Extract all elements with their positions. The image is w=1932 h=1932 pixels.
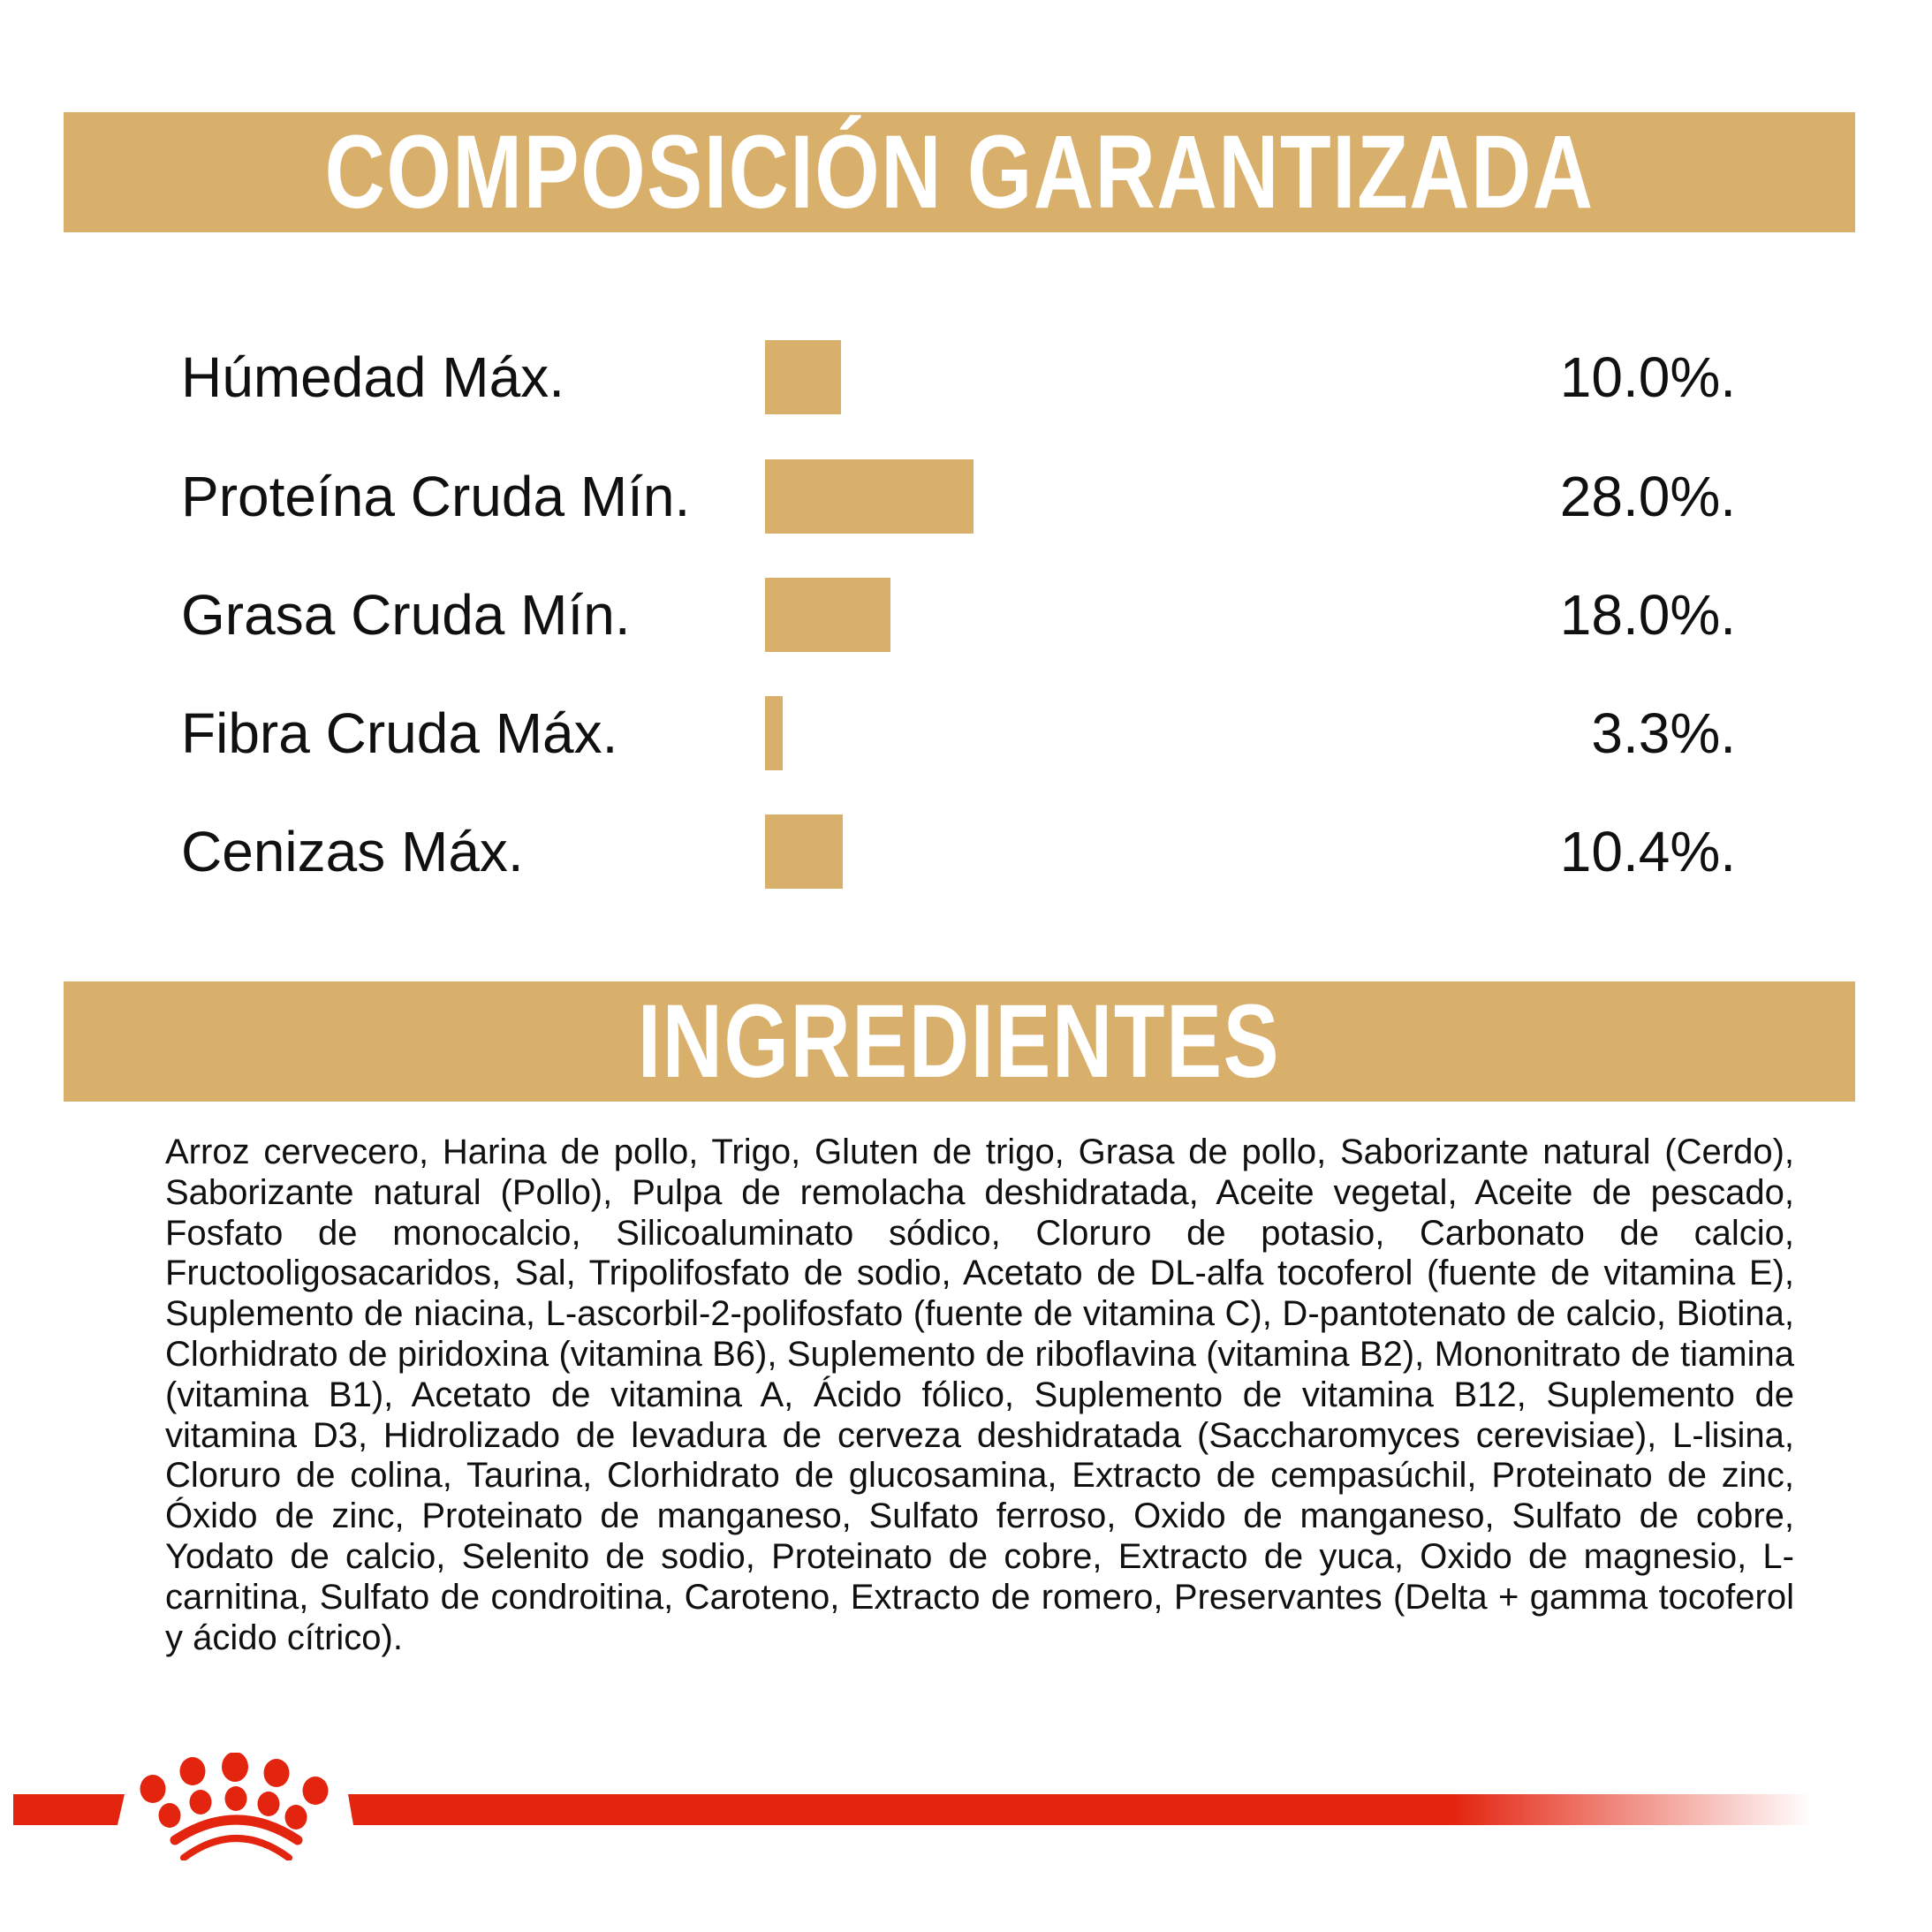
footer-red-band-right [348,1794,1820,1825]
nutrient-label: Proteína Cruda Mín. [181,465,691,528]
composition-row-proteina: Proteína Cruda Mín. 28.0%. [0,459,1932,534]
nutrient-label: Cenizas Máx. [181,820,524,883]
nutrient-bar [765,814,843,889]
composition-row-humedad: Húmedad Máx. 10.0%. [0,340,1932,414]
nutrient-label: Fibra Cruda Máx. [181,701,618,765]
nutrient-value: 18.0%. [1559,583,1736,647]
footer-red-band-left [13,1794,125,1825]
nutrient-bar [765,459,974,534]
nutrient-bar [765,578,890,652]
nutrient-value: 3.3%. [1591,701,1736,765]
nutrient-label: Húmedad Máx. [181,345,564,409]
nutrient-bar [765,696,783,770]
royal-canin-crown-icon [140,1753,329,1860]
composition-row-cenizas: Cenizas Máx. 10.4%. [0,814,1932,889]
composition-title: COMPOSICIÓN GARANTIZADA [324,114,1595,231]
nutrient-value: 10.0%. [1559,345,1736,409]
composition-row-grasa: Grasa Cruda Mín. 18.0%. [0,578,1932,652]
ingredients-paragraph: Arroz cervecero, Harina de pollo, Trigo,… [165,1133,1794,1657]
nutrient-value: 28.0%. [1559,465,1736,528]
ingredients-section-header: INGREDIENTES [64,981,1855,1102]
composition-row-fibra: Fibra Cruda Máx. 3.3%. [0,696,1932,770]
composition-section-header: COMPOSICIÓN GARANTIZADA [64,112,1855,232]
nutrient-value: 10.4%. [1559,820,1736,883]
nutrient-bar [765,340,841,414]
nutrient-label: Grasa Cruda Mín. [181,583,631,647]
ingredients-title: INGREDIENTES [638,983,1281,1100]
